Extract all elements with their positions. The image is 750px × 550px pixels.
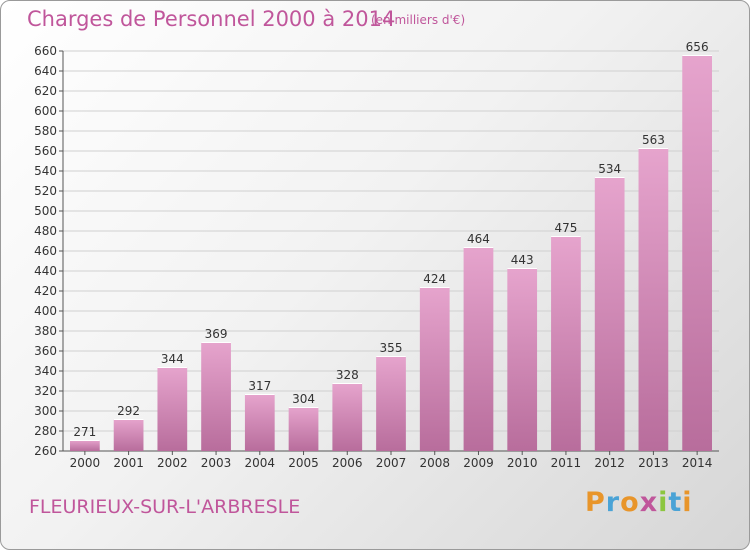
y-tick-label: 600 xyxy=(34,104,57,118)
x-tick-label: 2010 xyxy=(507,456,538,470)
y-tick-label: 400 xyxy=(34,304,57,318)
value-label: 656 xyxy=(686,40,709,54)
x-tick-label: 2011 xyxy=(551,456,582,470)
y-tick-label: 340 xyxy=(34,364,57,378)
y-tick-label: 320 xyxy=(34,384,57,398)
logo-letter: r xyxy=(605,487,621,518)
proxiti-logo[interactable]: Proxiti xyxy=(585,487,693,518)
logo-letter: P xyxy=(585,487,606,518)
y-tick-label: 380 xyxy=(34,324,57,338)
x-tick-label: 2003 xyxy=(201,456,232,470)
x-tick-label: 2014 xyxy=(682,456,713,470)
logo-letter: i xyxy=(658,487,669,518)
x-tick-label: 2002 xyxy=(157,456,188,470)
y-tick-label: 360 xyxy=(34,344,57,358)
value-label: 328 xyxy=(336,368,359,382)
x-tick-label: 2007 xyxy=(376,456,407,470)
bar xyxy=(463,247,494,451)
bar xyxy=(288,407,319,451)
value-label: 424 xyxy=(423,272,446,286)
bars xyxy=(69,55,713,451)
logo-letter: o xyxy=(620,487,640,518)
logo-letter: i xyxy=(682,487,693,518)
y-tick-label: 620 xyxy=(34,84,57,98)
value-label: 292 xyxy=(117,404,140,418)
city-name: FLEURIEUX-SUR-L'ARBRESLE xyxy=(29,496,301,518)
bar xyxy=(157,367,188,451)
y-tick-label: 540 xyxy=(34,164,57,178)
y-tick-label: 640 xyxy=(34,64,57,78)
bar xyxy=(201,342,231,451)
bar xyxy=(376,356,406,451)
x-tick-label: 2001 xyxy=(113,456,144,470)
chart-subtitle: (en milliers d'€) xyxy=(371,13,466,27)
y-tick-label: 500 xyxy=(34,204,57,218)
value-label: 271 xyxy=(73,425,96,439)
value-label: 355 xyxy=(380,341,403,355)
bar xyxy=(507,268,538,451)
value-label: 317 xyxy=(248,379,271,393)
y-tick-labels: 260 280 300 320 340 360 380 400 420 440 460 480 500 5… xyxy=(34,44,57,458)
y-tick-label: 260 xyxy=(34,444,57,458)
bar xyxy=(551,236,581,451)
x-tick-label: 2009 xyxy=(463,456,494,470)
x-tick-label: 2000 xyxy=(70,456,101,470)
bar xyxy=(638,148,669,451)
x-tick-label: 2013 xyxy=(638,456,669,470)
logo-letter: x xyxy=(639,487,659,518)
bar xyxy=(594,177,625,451)
bar xyxy=(332,383,363,451)
y-tick-label: 580 xyxy=(34,124,57,138)
x-tick-label: 2006 xyxy=(332,456,363,470)
y-tick-label: 280 xyxy=(34,424,57,438)
value-label: 344 xyxy=(161,352,184,366)
y-tick-label: 460 xyxy=(34,244,57,258)
value-label: 563 xyxy=(642,133,665,147)
bar xyxy=(113,419,144,451)
chart-title: Charges de Personnel 2000 à 2014 xyxy=(27,7,396,31)
x-tick-label: 2008 xyxy=(419,456,450,470)
x-tick-labels: 2000 2001 2002 2003 2004 2005 2006 2007 2008 2009… xyxy=(70,451,713,470)
bar xyxy=(682,55,713,451)
y-tick-label: 440 xyxy=(34,264,57,278)
x-tick-label: 2005 xyxy=(288,456,319,470)
logo-letter: t xyxy=(668,487,683,518)
value-label: 369 xyxy=(205,327,228,341)
value-labels: 271 292 344 369 317 304 328 355 424 464 443 475 534 5… xyxy=(73,40,708,439)
value-label: 443 xyxy=(511,253,534,267)
value-label: 464 xyxy=(467,232,490,246)
bar xyxy=(419,287,450,451)
bar xyxy=(69,440,100,451)
value-label: 304 xyxy=(292,392,315,406)
y-tick-label: 660 xyxy=(34,44,57,58)
y-tick-label: 480 xyxy=(34,224,57,238)
y-tick-label: 300 xyxy=(34,404,57,418)
x-tick-label: 2012 xyxy=(594,456,625,470)
y-tick-label: 560 xyxy=(34,144,57,158)
y-tick-label: 520 xyxy=(34,184,57,198)
value-label: 534 xyxy=(598,162,621,176)
y-tick-label: 420 xyxy=(34,284,57,298)
x-tick-label: 2004 xyxy=(245,456,276,470)
value-label: 475 xyxy=(554,221,577,235)
bar xyxy=(244,394,275,451)
